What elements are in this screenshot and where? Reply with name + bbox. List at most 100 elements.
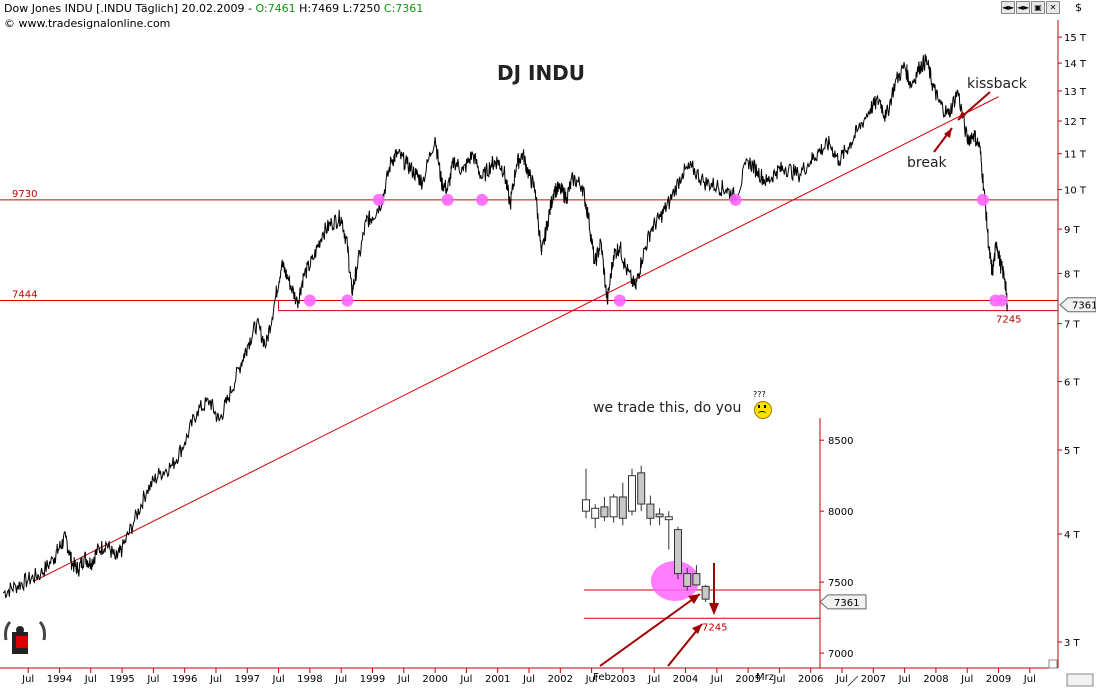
inset-y-tick-label: 8500 — [828, 436, 853, 447]
inset-chart[interactable]: 7245 8500 8000 7500 7000 7361 Feb Mrz — [580, 418, 880, 686]
x-tick-label: 1999 — [360, 674, 385, 685]
candle-body — [701, 585, 710, 600]
symbol-line: Dow Jones INDU [.INDU Täglich] 20.02.200… — [4, 2, 256, 15]
down-arrowhead — [709, 603, 719, 615]
candle-body — [655, 513, 664, 518]
marker-layer — [303, 193, 1008, 307]
symbol-info: Dow Jones INDU [.INDU Täglich] 20.02.200… — [4, 2, 423, 15]
scroll-left-right-button-2[interactable]: ◄► — [1016, 1, 1030, 14]
y-tick-label: 10 T — [1064, 186, 1087, 197]
window-buttons: ◄► ◄► ▣ ✕ — [1001, 1, 1060, 14]
face-eye-right — [764, 405, 766, 408]
support-levels: 9730 7444 7245 — [0, 189, 1058, 326]
trendline-layer — [34, 96, 999, 582]
x-tick-label: 2008 — [923, 674, 948, 685]
open-value: O:7461 — [255, 2, 296, 15]
candle-body — [692, 573, 701, 586]
inset-level-label: 7245 — [702, 622, 727, 633]
laurel-icon — [4, 620, 46, 641]
level-label: 9730 — [12, 189, 37, 200]
x-tick-label: 2002 — [548, 674, 573, 685]
candle-body — [674, 529, 682, 575]
face-mouth — [758, 411, 766, 416]
last-price-label: 7361 — [1072, 301, 1096, 312]
x-tick-label: Jul — [960, 674, 973, 685]
x-ticks: Jul 1994 Jul 1995 Jul 1996 Jul 1997 Jul 1998 Jul 19… — [21, 668, 1036, 685]
logo-red-icon — [16, 636, 28, 648]
inset-background — [580, 418, 820, 668]
chart-title: DJ INDU — [497, 61, 585, 85]
x-tick-label: Jul — [835, 674, 848, 685]
kissback-arrowhead — [958, 111, 966, 120]
y-tick-label: 12 T — [1064, 117, 1087, 128]
zoom-icon[interactable] — [847, 675, 859, 687]
x-tick-label: 1996 — [172, 674, 197, 685]
x-tick-label: 2003 — [610, 674, 635, 685]
last-price-tag — [1059, 297, 1096, 313]
close-button[interactable]: ✕ — [1046, 1, 1060, 14]
touch-marker — [729, 193, 742, 206]
x-tick-label: Jul — [898, 674, 911, 685]
break-arrowhead — [944, 128, 952, 138]
x-tick-label: 2009 — [986, 674, 1011, 685]
touch-marker — [476, 193, 489, 206]
candle-body — [591, 507, 600, 519]
y-tick-label: 15 T — [1064, 33, 1087, 44]
y-ticks: 15 T 14 T 13 T 12 T 11 T 10 T 9 T 8 T 7 T 6 T 5 T 4… — [1058, 33, 1096, 649]
x-tick-label: 2005 — [735, 674, 760, 685]
x-tick-label: Jul — [459, 674, 472, 685]
face-circle-icon — [754, 401, 772, 419]
candle-body — [628, 475, 636, 512]
inset-y-tick-label: 7500 — [828, 578, 853, 589]
resize-corner-icon[interactable] — [1048, 659, 1058, 669]
candle-body — [646, 503, 655, 519]
y-tick-label: 9 T — [1064, 225, 1081, 236]
break-label: break — [907, 155, 948, 171]
touch-marker — [341, 294, 354, 307]
x-tick-label: Jul — [209, 674, 222, 685]
y-tick-label: 3 T — [1064, 638, 1081, 649]
lower-arrow-2-head — [692, 624, 702, 634]
x-tick-label: Jul — [647, 674, 660, 685]
high-low-value: H:7469 L:7250 — [299, 2, 381, 15]
currency-label: $ — [1075, 1, 1082, 14]
logo-head-icon — [16, 626, 24, 634]
x-tick-label: Jul — [772, 674, 785, 685]
scroll-corner — [847, 659, 1094, 687]
we-trade-text: we trade this, do you — [593, 400, 742, 416]
candle-body — [582, 499, 590, 512]
touch-marker — [995, 294, 1008, 307]
x-tick-label: Jul — [710, 674, 723, 685]
level-label: 7444 — [12, 289, 37, 300]
kissback-label: kissback — [967, 76, 1028, 92]
touch-marker — [976, 193, 989, 206]
inset-candles — [582, 465, 710, 602]
price-layer — [2, 53, 1008, 599]
sad-face-icon: ??? — [749, 390, 777, 420]
x-tick-label: Jul — [84, 674, 97, 685]
inset-y-tick-label: 8000 — [828, 507, 853, 518]
x-tick-label: Jul — [1023, 674, 1036, 685]
x-tick-label: 1994 — [47, 674, 72, 685]
candle-body — [609, 496, 618, 518]
candle-body — [683, 573, 692, 587]
inset-x-tick-label: Mrz — [756, 672, 774, 683]
candle-body — [637, 472, 646, 505]
x-tick-label: Jul — [585, 674, 598, 685]
x-tick-label: 2001 — [485, 674, 510, 685]
copyright-icon: © — [4, 17, 15, 30]
y-tick-label: 8 T — [1064, 269, 1081, 280]
trendline — [34, 96, 999, 582]
scroll-left-right-button[interactable]: ◄► — [1001, 1, 1015, 14]
x-tick-label: 1995 — [109, 674, 134, 685]
nav-button-icon[interactable] — [1066, 673, 1094, 687]
x-tick-label: Jul — [522, 674, 535, 685]
maximize-button[interactable]: ▣ — [1031, 1, 1045, 14]
x-tick-label: 1998 — [297, 674, 322, 685]
lower-arrow-1 — [599, 593, 701, 667]
face-eye-left — [758, 405, 760, 408]
y-tick-label: 4 T — [1064, 530, 1081, 541]
inset-last-price-tag — [819, 594, 867, 610]
chart-header: Dow Jones INDU [.INDU Täglich] 20.02.200… — [0, 0, 1096, 32]
